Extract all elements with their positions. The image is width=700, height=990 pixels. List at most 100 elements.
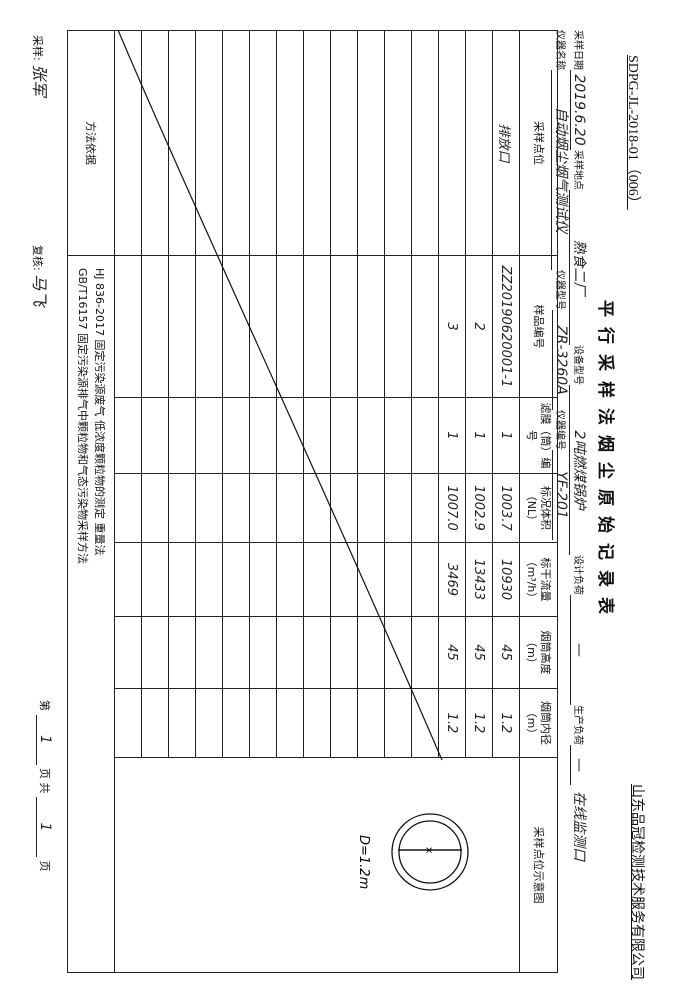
table-cell bbox=[384, 473, 412, 543]
table-cell bbox=[195, 30, 223, 256]
sample-site-label: 采样地点 bbox=[572, 150, 583, 190]
table-cell bbox=[357, 473, 385, 543]
table-cell bbox=[114, 255, 142, 398]
table-cell bbox=[276, 473, 304, 543]
table-cell bbox=[276, 616, 304, 689]
table-cell bbox=[384, 688, 412, 758]
table-cell bbox=[276, 397, 304, 474]
reviewer-name: 马飞 bbox=[30, 274, 49, 307]
table-cell bbox=[141, 542, 169, 617]
table-cell bbox=[222, 30, 250, 256]
table-cell bbox=[114, 473, 142, 543]
table-cell bbox=[195, 397, 223, 474]
table-cell bbox=[249, 397, 277, 474]
page-prefix: 第 bbox=[38, 700, 51, 711]
table-cell bbox=[222, 255, 250, 398]
sampler-name: 张军 bbox=[30, 64, 49, 97]
table-cell bbox=[195, 255, 223, 398]
design-load: — bbox=[570, 595, 587, 705]
page-mid: 页 共 bbox=[38, 768, 51, 794]
table-cell bbox=[141, 30, 169, 256]
method-row: 方法依据 HJ 836-2017 固定污染源废气 低浓度颗粒物的测定 重量法 GB/… bbox=[67, 30, 115, 973]
table-cell bbox=[411, 473, 439, 543]
method-standard: GB/T16157 固定污染源排气中颗粒物和气态污染物采样方法 bbox=[76, 268, 89, 564]
method-text: HJ 836-2017 固定污染源废气 低浓度颗粒物的测定 重量法 GB/T161… bbox=[67, 255, 115, 973]
table-cell: 2 bbox=[465, 255, 493, 398]
table-cell: 1007.0 bbox=[438, 473, 466, 543]
table-cell bbox=[249, 473, 277, 543]
column-header: 标干流量（m³/h） bbox=[519, 542, 558, 617]
table-header-row: 采样点位 样品编号 滤膜（筒）编号 标况体积（NL） 标干流量（m³/h） 烟筒高度（m）… bbox=[519, 30, 558, 973]
table-cell bbox=[357, 616, 385, 689]
table-cell bbox=[303, 542, 331, 617]
table-cell bbox=[303, 473, 331, 543]
table-cell bbox=[411, 30, 439, 256]
page-current: 1 bbox=[36, 714, 53, 765]
table-cell bbox=[168, 616, 196, 689]
table-cell: 1.2 bbox=[465, 688, 493, 758]
sample-date-label: 采样日期 bbox=[572, 30, 583, 70]
table-cell bbox=[330, 688, 358, 758]
table-cell bbox=[330, 30, 358, 256]
column-header: 采样点位 bbox=[519, 30, 558, 256]
table-cell bbox=[357, 397, 385, 474]
table-cell bbox=[114, 616, 142, 689]
sampler-signature: 采样: 张军 bbox=[29, 35, 53, 96]
table-cell bbox=[222, 542, 250, 617]
sampler-label: 采样: bbox=[31, 35, 44, 61]
table-cell: 1002.9 bbox=[465, 473, 493, 543]
info-line-1: 采样日期2019.6.20采样地点熟食二厂设备型号2吨燃煤锅炉设计负荷—生产负荷… bbox=[569, 30, 590, 861]
table-cell: 1 bbox=[465, 397, 493, 474]
table-cell bbox=[384, 30, 412, 256]
table-cell bbox=[303, 255, 331, 398]
document-code: SDPG-JL-2018-01（006） bbox=[625, 55, 640, 210]
table-cell: 3469 bbox=[438, 542, 466, 617]
table-cell bbox=[114, 30, 142, 256]
table-cell bbox=[114, 688, 142, 758]
table-cell bbox=[330, 616, 358, 689]
table-cell bbox=[249, 542, 277, 617]
table-cell bbox=[168, 688, 196, 758]
table-cell bbox=[195, 473, 223, 543]
table-cell bbox=[222, 397, 250, 474]
table-cell bbox=[411, 397, 439, 474]
table-cell bbox=[303, 688, 331, 758]
sampling-point-diagram-cell bbox=[114, 757, 520, 973]
page-title: 平行采样法烟尘原始记录表 bbox=[595, 300, 615, 624]
table-row: 排放口 ZZ20190620001-1 1 1003.7 10930 45 1.2 bbox=[114, 30, 520, 973]
table-cell: 13433 bbox=[465, 542, 493, 617]
table-cell bbox=[330, 542, 358, 617]
table-cell bbox=[195, 616, 223, 689]
table-cell bbox=[357, 30, 385, 256]
equipment-model-label: 设备型号 bbox=[572, 345, 583, 385]
table-cell bbox=[276, 688, 304, 758]
table-cell bbox=[114, 542, 142, 617]
table-cell bbox=[222, 473, 250, 543]
table-cell bbox=[330, 473, 358, 543]
table-cell bbox=[249, 255, 277, 398]
table-cell bbox=[303, 397, 331, 474]
table-cell bbox=[384, 397, 412, 474]
table-cell bbox=[195, 688, 223, 758]
table-cell: 45 bbox=[438, 616, 466, 689]
table-cell: 45 bbox=[465, 616, 493, 689]
equipment-model: 2吨燃煤锅炉 bbox=[569, 385, 590, 555]
table-cell bbox=[141, 255, 169, 398]
column-header: 烟筒内径（m） bbox=[519, 688, 558, 758]
table-cell bbox=[330, 255, 358, 398]
table-cell bbox=[141, 688, 169, 758]
column-header: 样品编号 bbox=[519, 255, 558, 398]
page-suffix: 页 bbox=[38, 860, 51, 872]
table-cell bbox=[195, 542, 223, 617]
table-cell bbox=[114, 397, 142, 474]
table-cell: 1003.7 bbox=[492, 473, 520, 543]
table-cell bbox=[384, 616, 412, 689]
table-cell bbox=[276, 255, 304, 398]
table-cell bbox=[222, 688, 250, 758]
column-header: 烟筒高度（m） bbox=[519, 616, 558, 689]
table-cell bbox=[249, 688, 277, 758]
table-cell bbox=[276, 30, 304, 256]
table-cell: 1 bbox=[492, 397, 520, 474]
table-cell bbox=[141, 473, 169, 543]
